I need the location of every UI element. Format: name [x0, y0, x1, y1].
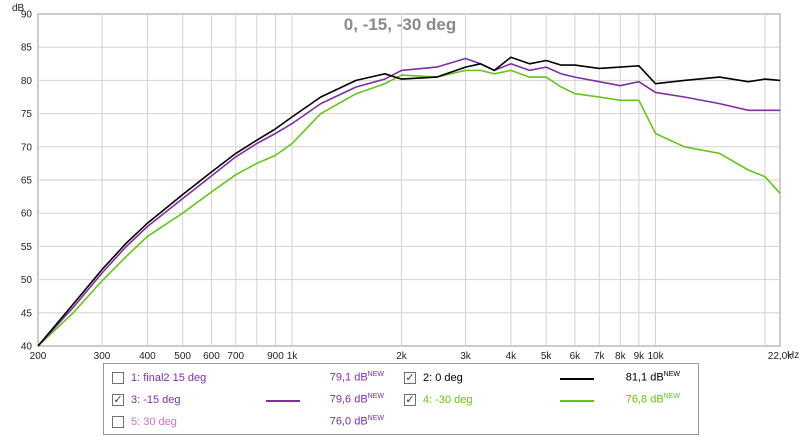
x-tick-label: 5k: [541, 351, 553, 360]
legend-item-4[interactable]: ✓ 4: -30 deg: [404, 390, 473, 410]
legend-value-5: 76,0 dBNEW: [329, 415, 384, 428]
y-tick-label: 85: [21, 43, 33, 54]
x-tick-label: 3k: [460, 351, 472, 360]
legend-swatch-3: [266, 400, 300, 402]
x-tick-label: 4k: [506, 351, 518, 360]
legend: 1: final2 15 deg 79,1 dBNEW ✓ 2: 0 deg 8…: [103, 363, 699, 435]
legend-swatch-4: [560, 400, 594, 402]
x-tick-label: 8k: [615, 351, 627, 360]
y-tick-label: 40: [21, 342, 33, 353]
y-tick-label: 50: [21, 275, 33, 286]
x-tick-label: 900: [267, 351, 284, 360]
y-tick-label: 75: [21, 109, 33, 120]
series-line: [37, 56, 781, 347]
legend-label-3: 3: -15 deg: [131, 394, 181, 406]
legend-item-3[interactable]: ✓ 3: -15 deg: [112, 390, 181, 410]
legend-label-2: 2: 0 deg: [423, 372, 463, 384]
legend-value-2: 81,1 dBNEW: [625, 371, 680, 384]
x-tick-label: 300: [94, 351, 111, 360]
legend-value-3: 79,6 dBNEW: [329, 393, 384, 406]
x-tick-label: 10k: [647, 351, 664, 360]
x-tick-label: 700: [227, 351, 244, 360]
grid: [38, 14, 780, 346]
x-axis-unit-label: Hz: [787, 350, 799, 360]
x-tick-label: 600: [203, 351, 220, 360]
y-tick-label: 80: [21, 76, 33, 87]
legend-label-1: 1: final2 15 deg: [131, 372, 207, 384]
x-tick-label: 6k: [570, 351, 582, 360]
tick-labels: 40 45 50 55 60 65 70 75 80 85 90 200 300 400 500 600 700…: [21, 10, 793, 361]
y-axis-unit-label: dB: [12, 3, 25, 14]
legend-item-2[interactable]: ✓ 2: 0 deg: [404, 368, 463, 388]
series-line: [37, 69, 781, 347]
series-line: [37, 57, 780, 347]
legend-checkbox-1[interactable]: [112, 372, 124, 384]
x-tick-label: 500: [174, 351, 191, 360]
y-tick-label: 60: [21, 209, 33, 220]
x-tick-label: 22,0k: [768, 351, 793, 360]
y-tick-label: 90: [21, 10, 33, 21]
y-tick-label: 55: [21, 242, 33, 253]
legend-value-4: 76,8 dBNEW: [625, 393, 680, 406]
frequency-response-chart: 40 45 50 55 60 65 70 75 80 85 90 200 300 400 500 600 700…: [12, 3, 799, 361]
x-tick-label: 7k: [594, 351, 606, 360]
x-tick-label: 2k: [396, 351, 408, 360]
y-tick-label: 65: [21, 176, 33, 187]
legend-checkbox-3[interactable]: ✓: [112, 393, 124, 406]
legend-item-5[interactable]: 5: 30 deg: [112, 412, 177, 432]
legend-swatch-2: [560, 378, 594, 380]
legend-checkbox-5[interactable]: [112, 416, 124, 428]
x-tick-label: 9k: [634, 351, 646, 360]
chart-title: 0, -15, -30 deg: [344, 15, 456, 34]
x-tick-label: 1k: [287, 351, 299, 360]
x-tick-label: 400: [139, 351, 156, 360]
series-group: [37, 56, 781, 347]
legend-label-5: 5: 30 deg: [131, 416, 177, 428]
legend-label-4: 4: -30 deg: [423, 394, 473, 406]
y-tick-label: 45: [21, 308, 33, 319]
legend-item-1[interactable]: 1: final2 15 deg: [112, 368, 206, 388]
legend-value-1: 79,1 dBNEW: [329, 371, 384, 384]
x-tick-label: 200: [30, 351, 47, 360]
legend-checkbox-4[interactable]: ✓: [404, 393, 416, 406]
y-tick-label: 70: [21, 142, 33, 153]
legend-checkbox-2[interactable]: ✓: [404, 371, 416, 384]
